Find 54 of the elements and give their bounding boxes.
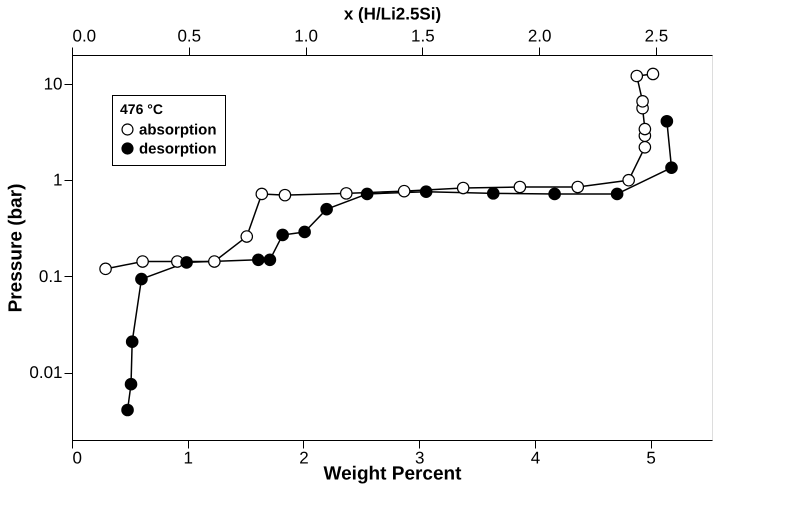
x2-tick-label: 0.5 [177, 26, 202, 46]
x2-tick-label: 2.5 [644, 26, 668, 46]
point [622, 174, 635, 187]
y-tick-label: 1 [53, 170, 62, 190]
point [665, 161, 678, 174]
point [136, 255, 149, 268]
point [121, 404, 134, 416]
x-tick-label: 5 [646, 448, 656, 468]
point [636, 95, 649, 108]
x-tick-label: 2 [299, 448, 309, 468]
point [660, 114, 674, 128]
point [420, 185, 432, 198]
point [298, 226, 311, 238]
legend-label: absorption [139, 122, 216, 138]
x-tick-label: 0 [72, 448, 82, 468]
point [240, 230, 254, 243]
point [264, 254, 276, 266]
x2-tick-label: 1.0 [294, 26, 318, 46]
point [486, 187, 500, 200]
x-tick-label: 4 [530, 448, 540, 468]
point [514, 180, 526, 194]
point [135, 272, 148, 286]
point [252, 254, 265, 266]
point [646, 68, 660, 80]
point [548, 188, 561, 200]
x2-axis-title: x (H/Li2.5Si) [344, 4, 442, 24]
y-axis-title: Pressure (bar) [5, 184, 26, 312]
point [456, 182, 470, 194]
legend-title: 476 °C [120, 101, 163, 117]
x2-tick-label: 2.0 [528, 26, 552, 46]
point [126, 335, 138, 348]
y-tick-label: 10 [44, 74, 62, 94]
point [278, 188, 292, 202]
point [360, 188, 374, 200]
point [638, 140, 652, 154]
point [256, 188, 268, 200]
point [638, 122, 652, 136]
x2-tick-label: 1.5 [411, 26, 435, 46]
legend-label: desorption [139, 140, 216, 158]
y-tick-label: 0.01 [29, 363, 62, 382]
y-tick-label: 0.1 [38, 266, 62, 286]
point [340, 187, 353, 200]
point [208, 255, 221, 268]
point [571, 180, 584, 194]
x2-tick-label: 0.0 [72, 26, 96, 46]
point [630, 70, 644, 82]
point [610, 188, 624, 200]
point [99, 262, 112, 276]
x-tick-label: 1 [184, 448, 193, 468]
point [124, 378, 138, 390]
point [180, 256, 193, 269]
point [398, 184, 410, 198]
point [320, 202, 333, 216]
point [276, 228, 289, 242]
